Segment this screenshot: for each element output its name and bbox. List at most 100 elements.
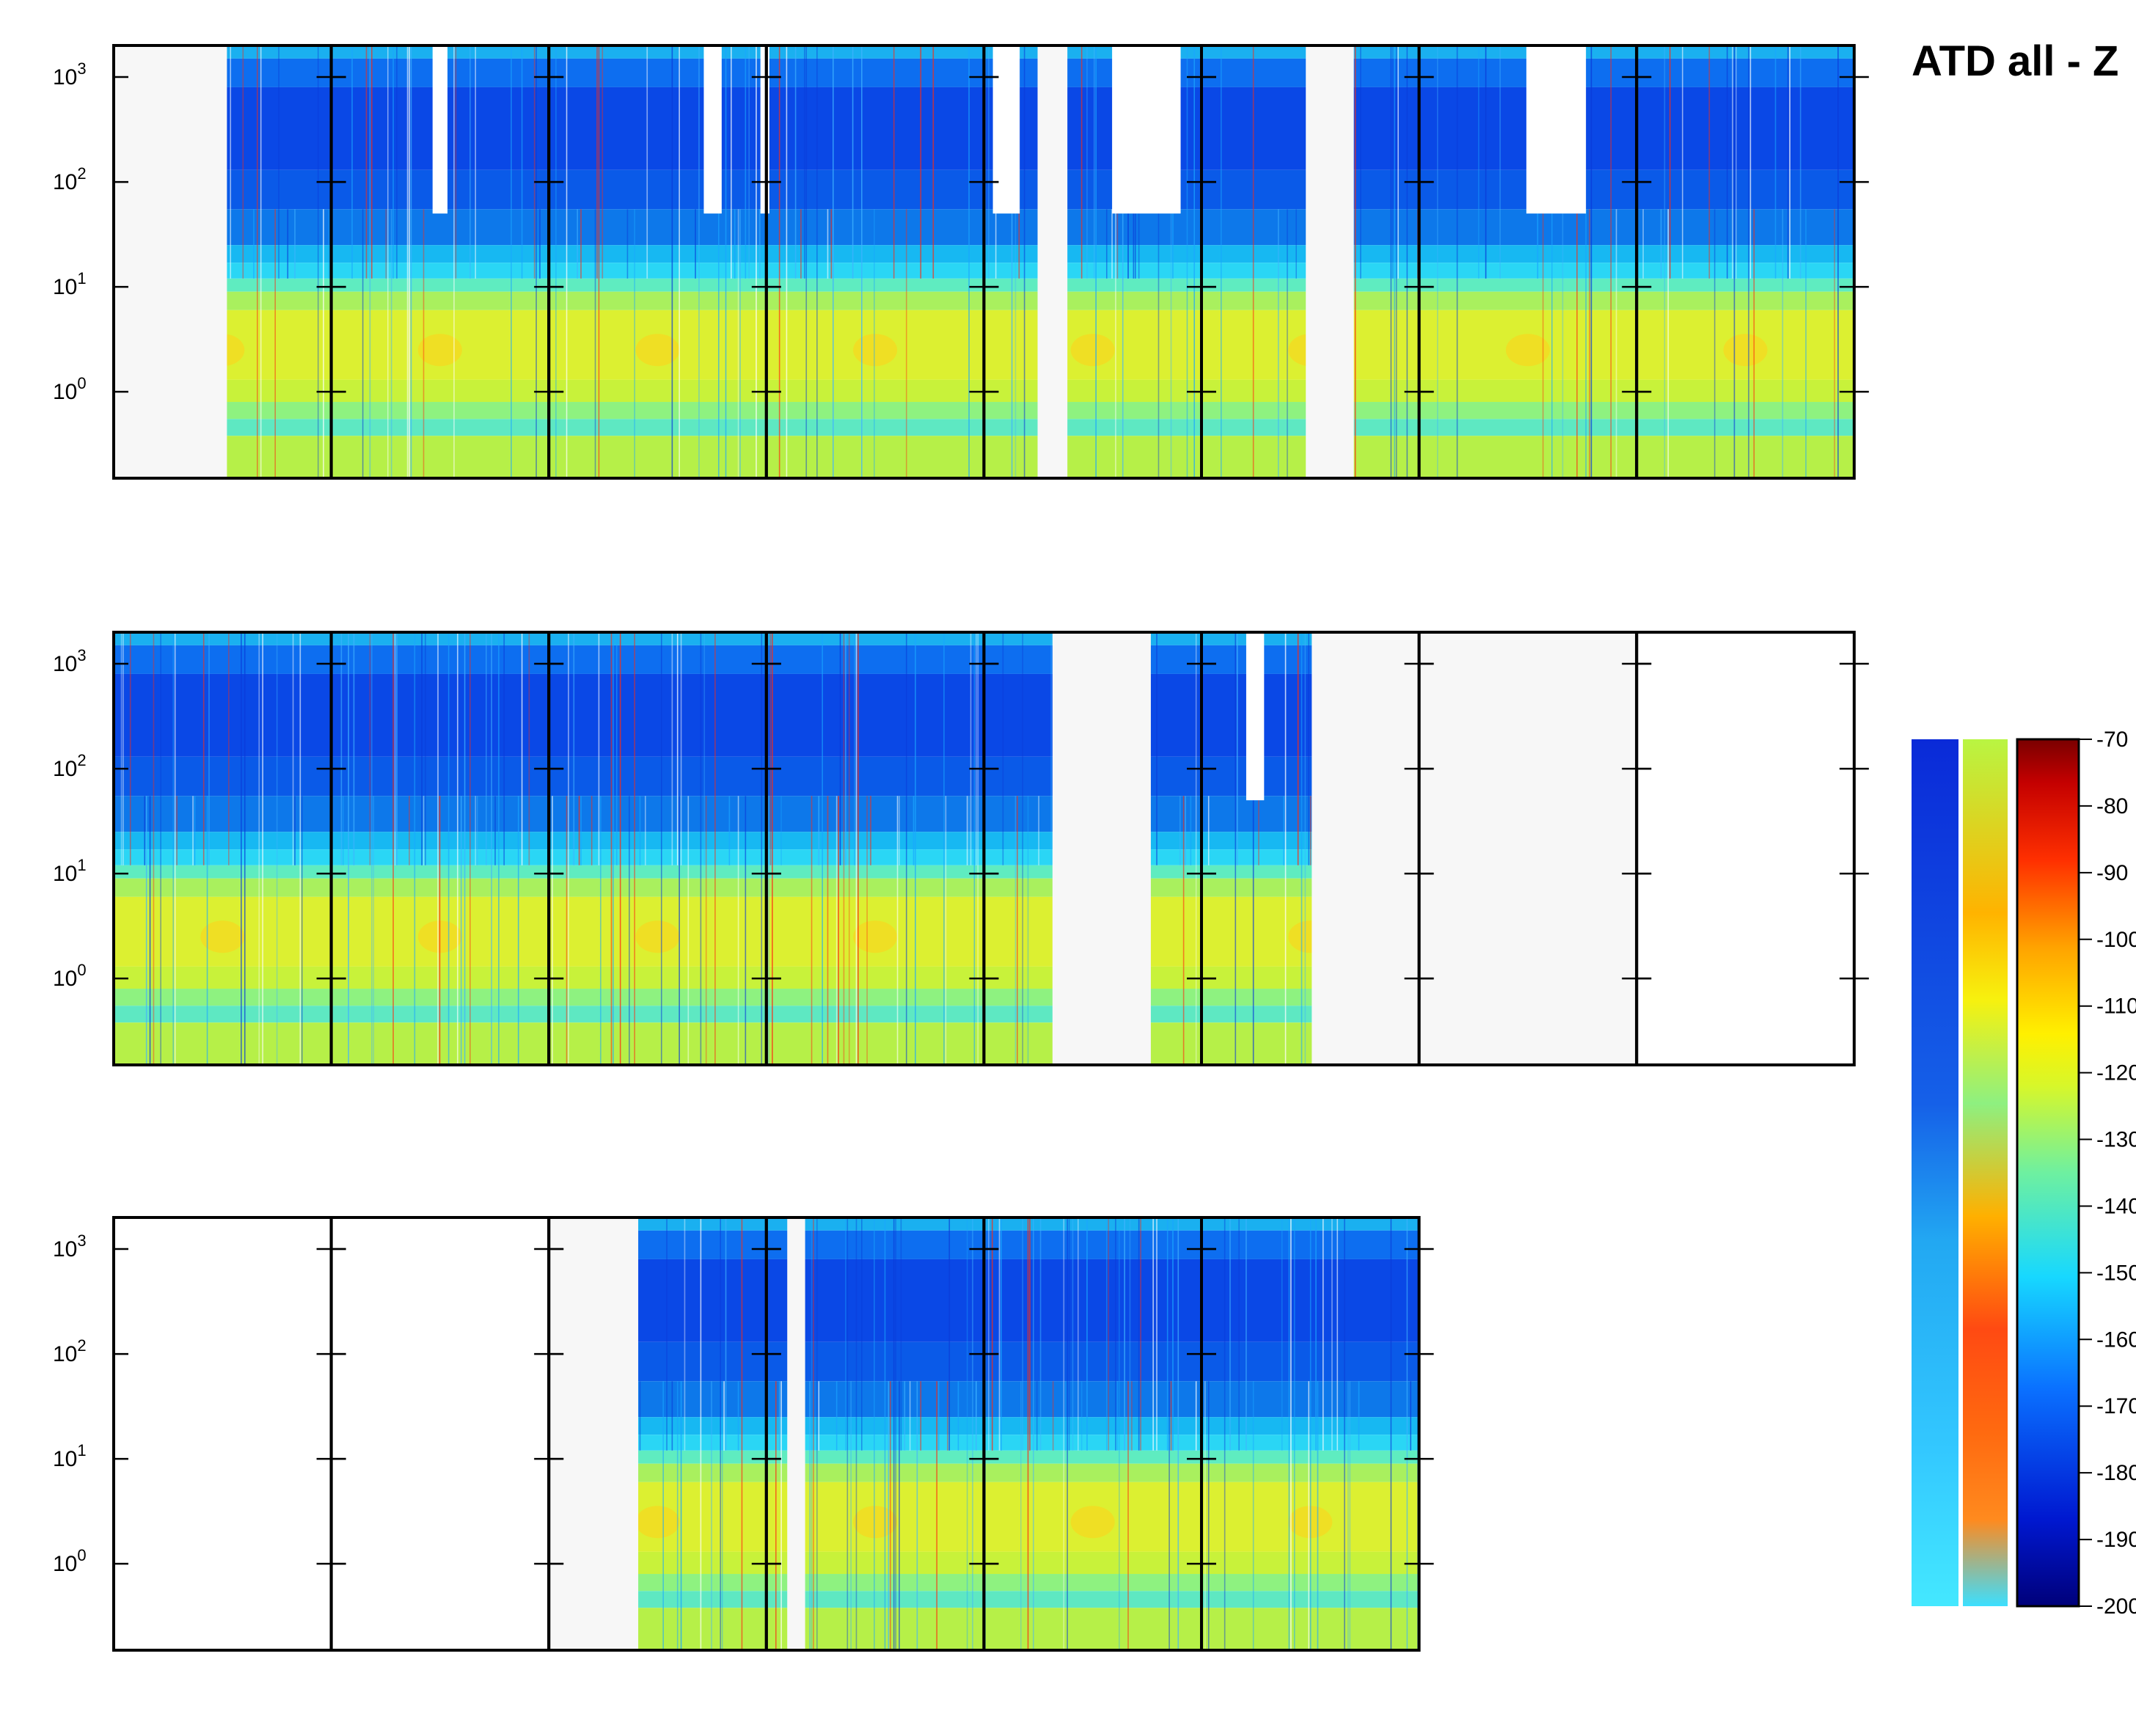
- day-streak: [1669, 45, 1671, 279]
- day-streak: [1193, 45, 1196, 478]
- colorbar-tick-label: -170: [2096, 1394, 2136, 1418]
- day-streak: [373, 796, 375, 1065]
- day-streak: [612, 632, 614, 1065]
- day-streak: [580, 796, 582, 865]
- day-streak: [244, 632, 246, 1065]
- day-streak: [447, 632, 450, 1065]
- day-streak: [1172, 1217, 1174, 1451]
- day-streak: [1252, 45, 1254, 478]
- day-streak: [1080, 45, 1083, 279]
- day-streak: [745, 45, 747, 279]
- day-streak: [1179, 796, 1181, 865]
- day-streak: [680, 1381, 682, 1650]
- day-streak: [1805, 209, 1807, 478]
- day-streak: [1077, 1217, 1079, 1451]
- colorbar: [2016, 738, 2080, 1608]
- day-streak: [745, 796, 747, 1065]
- day-streak: [920, 1381, 922, 1451]
- day-streak: [626, 209, 629, 279]
- day-streak: [1156, 1217, 1157, 1451]
- day-streak: [371, 632, 373, 1065]
- day-streak: [854, 632, 855, 865]
- day-streak: [343, 796, 344, 865]
- missing-long-period: [1246, 632, 1265, 801]
- day-streak: [737, 1381, 739, 1451]
- day-streak: [1224, 1217, 1226, 1650]
- day-streak: [1390, 1217, 1392, 1650]
- day-streak: [1157, 45, 1160, 478]
- day-streak: [476, 796, 478, 865]
- day-streak: [634, 209, 636, 478]
- day-streak: [915, 632, 916, 1065]
- day-streak: [414, 632, 416, 1065]
- day-streak: [646, 45, 648, 279]
- day-streak: [469, 45, 471, 279]
- day-streak: [827, 209, 829, 279]
- day-streak: [1190, 796, 1192, 865]
- day-streak: [1354, 45, 1356, 478]
- day-streak: [1027, 1217, 1029, 1650]
- day-streak: [1063, 1217, 1065, 1650]
- day-streak: [768, 796, 769, 1065]
- day-streak: [208, 632, 210, 865]
- day-streak: [1105, 209, 1108, 279]
- day-streak: [498, 632, 500, 1065]
- day-streak: [387, 45, 389, 478]
- day-streak: [160, 632, 161, 1065]
- day-streak: [976, 1381, 977, 1451]
- day-streak: [1317, 1381, 1319, 1650]
- day-streak: [437, 632, 439, 1065]
- day-streak: [596, 45, 598, 279]
- day-streak: [1185, 796, 1186, 865]
- day-streak: [970, 632, 972, 865]
- colorbar-tick-label: -70: [2096, 728, 2128, 752]
- day-streak: [601, 45, 604, 279]
- day-streak: [242, 45, 244, 279]
- day-streak: [1029, 1217, 1031, 1451]
- day-streak: [703, 632, 706, 865]
- missing-long-period: [992, 45, 1020, 214]
- no-data-region: [1306, 45, 1354, 478]
- day-streak: [1020, 1381, 1022, 1650]
- day-streak: [455, 45, 457, 279]
- panel-frame: [1635, 44, 1856, 480]
- day-streak: [475, 796, 477, 865]
- day-streak: [598, 632, 600, 865]
- day-streak: [957, 1381, 959, 1451]
- day-streak: [948, 1217, 951, 1451]
- day-streak: [827, 796, 829, 1065]
- day-streak: [396, 45, 398, 279]
- day-streak: [972, 1217, 973, 1650]
- day-streak: [1406, 1217, 1408, 1650]
- day-streak: [1304, 632, 1306, 1065]
- day-streak: [977, 632, 979, 1065]
- day-streak: [1774, 45, 1777, 279]
- day-streak: [1309, 796, 1312, 865]
- day-streak: [855, 1217, 857, 1650]
- day-streak: [756, 45, 757, 478]
- day-streak: [1033, 1217, 1034, 1650]
- day-streak: [521, 632, 523, 865]
- day-streak: [423, 209, 425, 478]
- day-streak: [639, 1381, 641, 1451]
- day-streak: [943, 632, 945, 1065]
- day-streak: [639, 796, 641, 865]
- day-streak: [1127, 1381, 1129, 1650]
- microseism-peak: [635, 334, 680, 367]
- day-streak: [1394, 45, 1396, 478]
- day-streak: [1834, 209, 1835, 478]
- day-streak: [348, 632, 349, 1065]
- day-streak: [1108, 1217, 1110, 1451]
- day-streak: [1789, 45, 1791, 279]
- day-streak: [711, 1381, 712, 1650]
- day-streak: [1186, 45, 1188, 478]
- day-streak: [287, 209, 289, 279]
- chart-title: ATD all - Z: [1912, 37, 2118, 85]
- day-streak: [453, 45, 455, 478]
- day-streak: [1207, 796, 1210, 865]
- day-streak: [1014, 796, 1017, 1065]
- day-streak: [800, 209, 802, 279]
- day-streak: [973, 632, 976, 1065]
- day-streak: [676, 1381, 679, 1650]
